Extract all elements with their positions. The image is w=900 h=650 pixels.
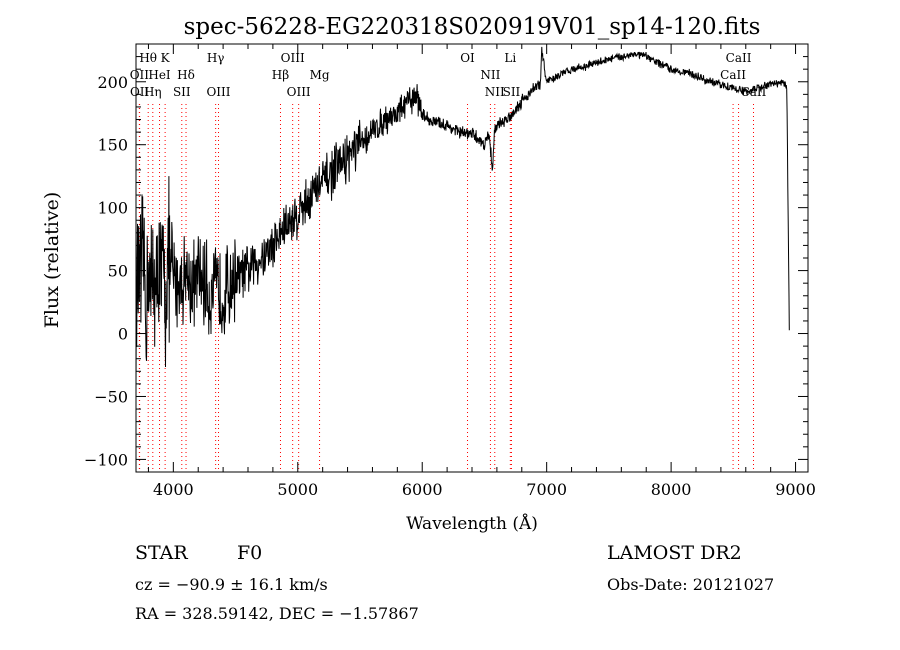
y-tick-label: 0 [118,325,128,344]
x-tick-label: 7000 [526,480,567,499]
line-marker-label: OII [130,85,150,99]
line-marker-label: CaII [726,51,752,65]
y-tick-label: −50 [94,387,128,406]
line-marker-label: NII [485,85,505,99]
object-subclass: F0 [237,542,263,564]
line-marker-label: Hδ [177,68,195,82]
line-marker-label: Hγ [207,51,225,65]
y-axis-label: Flux (relative) [41,192,63,329]
line-marker-label: OIII [206,85,230,99]
line-marker-label: OIII [281,51,305,65]
line-marker-label: Hη [144,85,162,99]
x-tick-label: 5000 [277,480,318,499]
plot-axes [135,43,809,473]
y-tick-label: 200 [97,73,128,92]
line-marker-label: Hβ [272,68,289,82]
line-marker-label: K [161,51,171,65]
line-marker-label: OIII [287,85,311,99]
line-marker-label: CaII [720,68,746,82]
line-marker-label: OI [460,51,475,65]
line-marker-label: Li [504,51,516,65]
line-marker-label: Hθ [139,51,157,65]
line-marker-label: NII [480,68,500,82]
observation-date: Obs-Date: 20121027 [607,575,775,594]
tick-labels: 4000 5000 6000 7000 8000 9000 −100 −50 0 50 100 150… [84,73,816,499]
survey-name: LAMOST DR2 [607,542,742,564]
x-tick-label: 6000 [402,480,443,499]
plot-frame [135,43,809,473]
line-marker-label: HeI [148,68,171,82]
redshift-cz: cz = −90.9 ± 16.1 km/s [135,575,328,594]
x-tick-label: 8000 [651,480,692,499]
x-tick-label: 9000 [775,480,816,499]
y-tick-label: 50 [108,262,128,281]
spectrum-line [135,46,790,389]
coordinates: RA = 328.59142, DEC = −1.57867 [135,604,419,623]
chart-title: spec-56228-EG220318S020919V01_sp14-120.f… [184,14,761,40]
line-marker-label: OII [130,68,150,82]
y-tick-label: 100 [97,199,128,218]
line-marker-label: SII [503,85,521,99]
x-axis-label: Wavelength (Å) [406,513,538,534]
y-tick-label: 150 [97,136,128,155]
object-class: STAR [135,542,188,564]
y-tick-label: −100 [84,450,128,469]
x-tick-label: 4000 [153,480,194,499]
line-marker-label: SII [173,85,191,99]
line-marker-label: Mg [310,68,330,82]
